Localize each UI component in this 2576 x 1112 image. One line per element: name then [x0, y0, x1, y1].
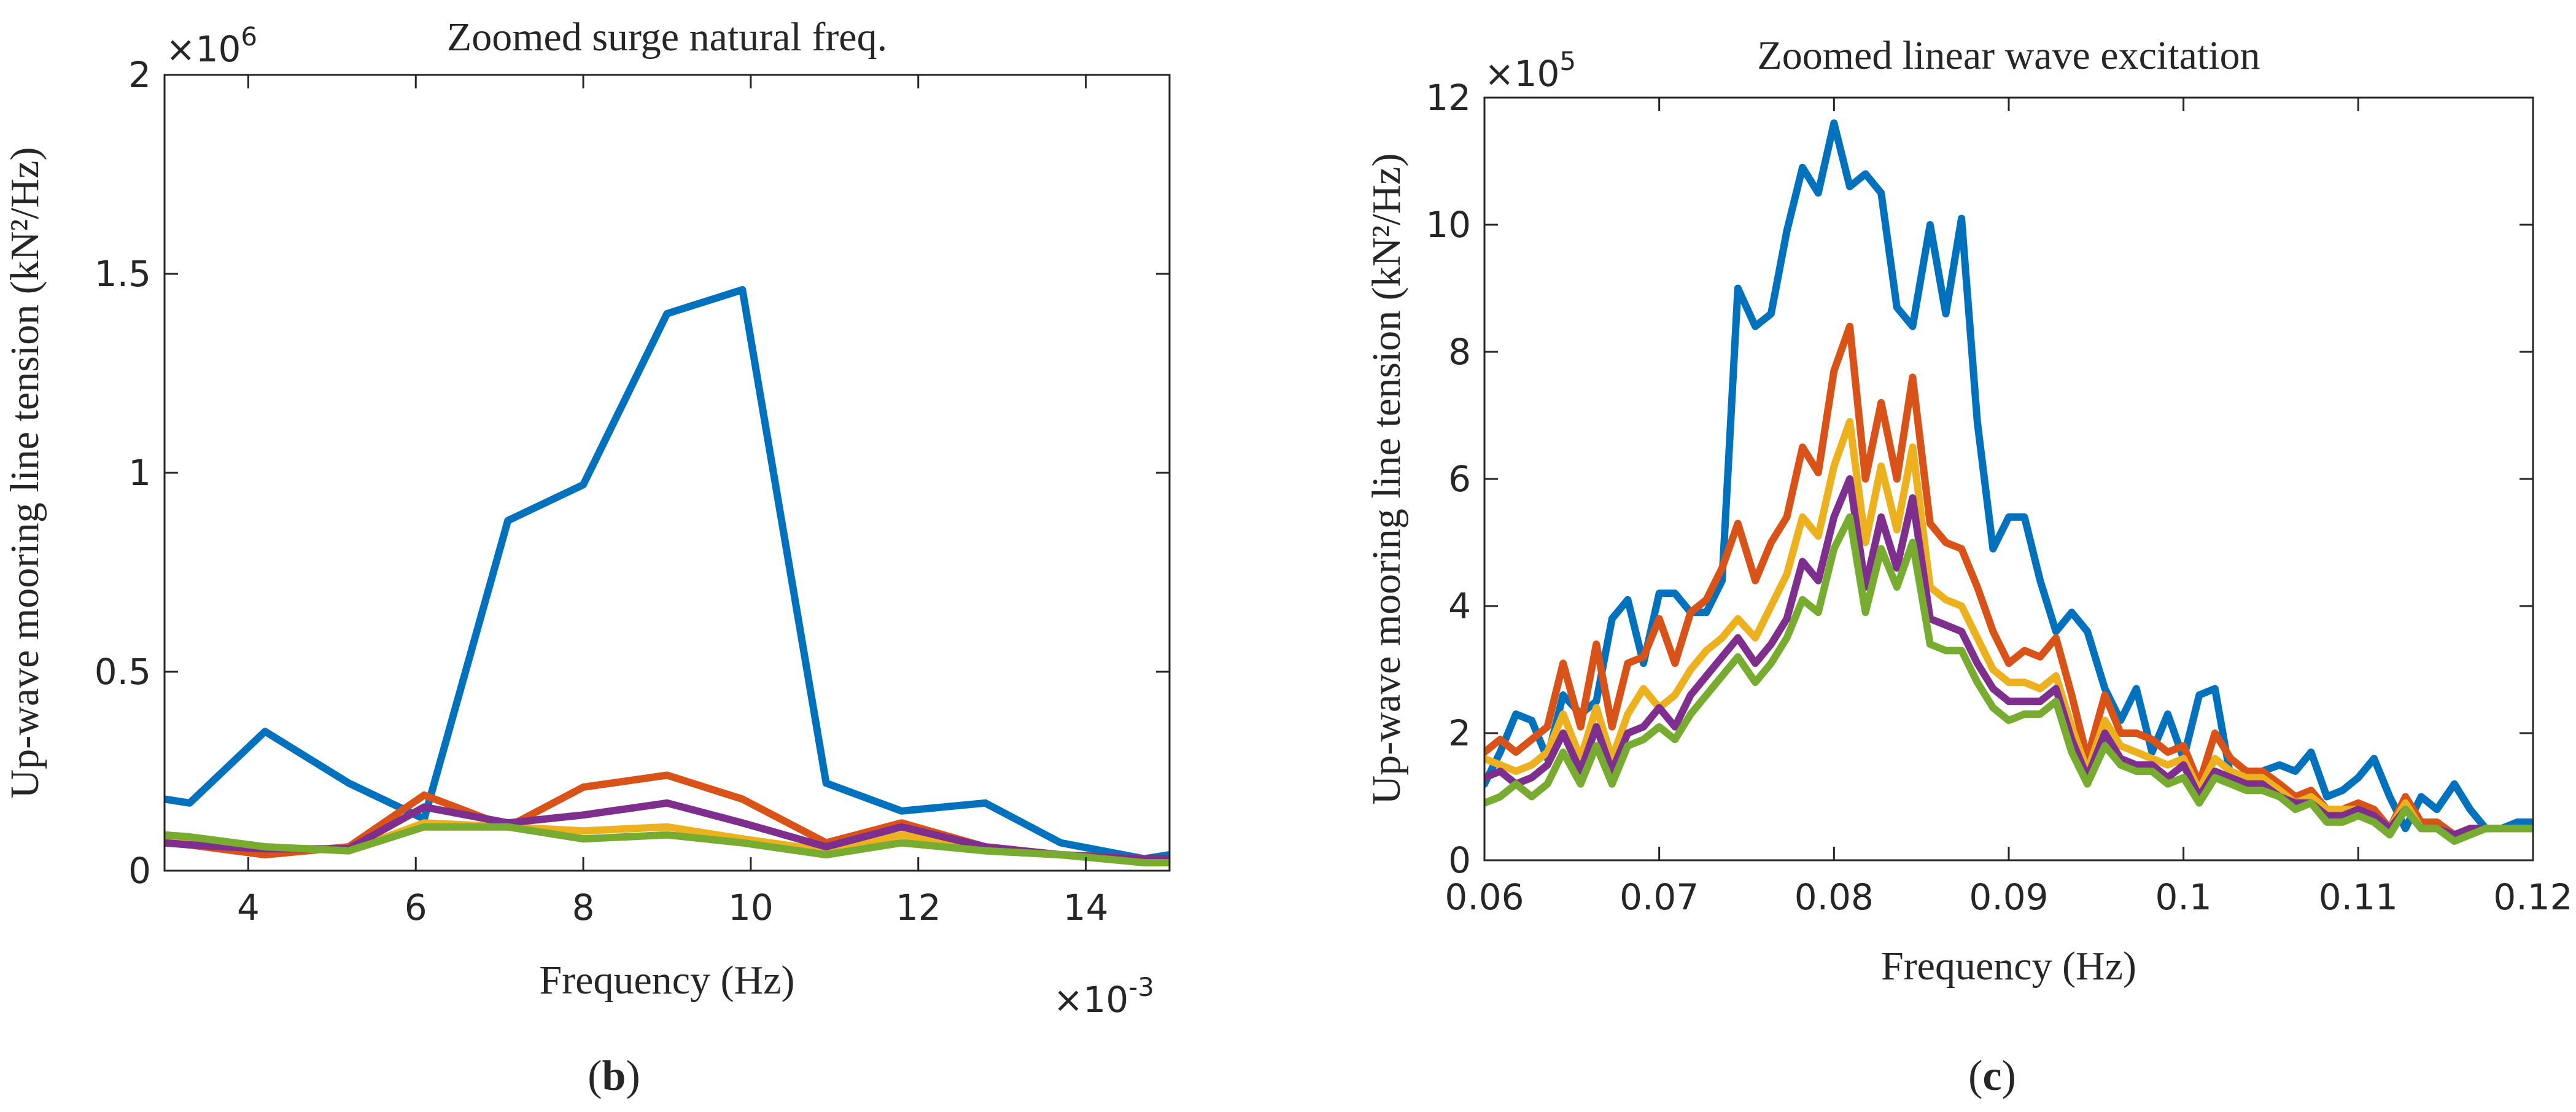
y-tick-label: 2 — [1448, 712, 1471, 754]
y-tick-label: 2 — [128, 54, 151, 96]
y-multiplier-exponent: 6 — [241, 21, 257, 52]
x-axis-label: Frequency (Hz) — [1881, 944, 2136, 989]
x-multiplier-exponent: -3 — [1128, 972, 1154, 1002]
x-tick-label: 12 — [896, 887, 941, 928]
x-tick-label: 10 — [728, 887, 774, 928]
series-line-5 — [1484, 513, 2533, 845]
x-tick-label: 14 — [1063, 887, 1109, 928]
y-axis-label: Up-wave mooring line tension (kN²/Hz) — [1364, 154, 1409, 805]
y-multiplier-exponent: 5 — [1559, 46, 1576, 76]
series-line-4 — [1484, 475, 2533, 839]
y-tick-label: 12 — [1426, 77, 1471, 119]
y-tick-label: 8 — [1448, 331, 1471, 373]
panel-label-open-paren: ( — [588, 1052, 602, 1100]
x-tick-label: 0.11 — [2319, 876, 2398, 918]
chart-panel-c: 0.06 0.07 0.08 0.09 0.1 0.11 0.12 0 2 4 6 8 10 12 Zoom… — [1364, 33, 2573, 1100]
y-tick-label: 10 — [1426, 204, 1471, 246]
panel-label: (b) — [588, 1052, 640, 1100]
chart-panel-b: 4 6 8 10 12 14 0 0.5 1 1.5 2 Zoomed surge natural f… — [2, 15, 1171, 1100]
y-multiplier-base: ×10 — [1484, 53, 1559, 95]
series-line-1 — [1484, 119, 2533, 833]
y-tick-label: 1 — [128, 452, 151, 494]
x-tick-label: 4 — [237, 887, 260, 928]
plot-area — [1484, 119, 2533, 845]
x-tick-label: 6 — [405, 887, 427, 928]
series-line-2 — [1484, 322, 2533, 839]
x-tick-label: 0.08 — [1794, 876, 1874, 918]
x-tick-label: 0.1 — [2155, 876, 2212, 918]
panel-label-letter: b — [602, 1052, 626, 1100]
x-tick-label: 0.09 — [1969, 876, 2048, 918]
panel-label-letter: c — [1982, 1052, 2001, 1100]
x-tick-label: 0.07 — [1620, 876, 1699, 918]
series-line-5 — [165, 823, 1170, 866]
panel-label-open-paren: ( — [1968, 1052, 1982, 1100]
series-line-1 — [165, 286, 1170, 863]
y-tick-label: 0.5 — [95, 651, 151, 693]
chart-title: Zoomed surge natural freq. — [447, 15, 887, 60]
y-axis-multiplier: ×105 — [1484, 46, 1576, 95]
y-tick-label: 4 — [1448, 585, 1471, 627]
y-tick-label: 0 — [128, 850, 151, 892]
plot-area — [165, 286, 1170, 866]
x-tick-label: 8 — [572, 887, 595, 928]
panel-label-close-paren: ) — [626, 1052, 640, 1100]
y-tick-label: 1.5 — [95, 253, 151, 295]
x-multiplier-base: ×10 — [1053, 979, 1128, 1021]
x-tick-label: 0.06 — [1445, 876, 1524, 918]
x-axis-label: Frequency (Hz) — [540, 958, 795, 1003]
panel-label: (c) — [1968, 1052, 2016, 1100]
x-tick-label: 0.12 — [2493, 876, 2572, 918]
x-axis-multiplier: ×10-3 — [1053, 972, 1154, 1021]
panel-label-close-paren: ) — [2002, 1052, 2016, 1100]
y-axis-multiplier: ×106 — [166, 21, 257, 70]
y-axis-label: Up-wave mooring line tension (kN²/Hz) — [2, 147, 47, 799]
chart-title: Zoomed linear wave excitation — [1757, 33, 2260, 78]
y-multiplier-base: ×10 — [166, 28, 241, 70]
y-tick-label: 6 — [1448, 458, 1471, 500]
y-tick-label: 0 — [1448, 839, 1471, 881]
